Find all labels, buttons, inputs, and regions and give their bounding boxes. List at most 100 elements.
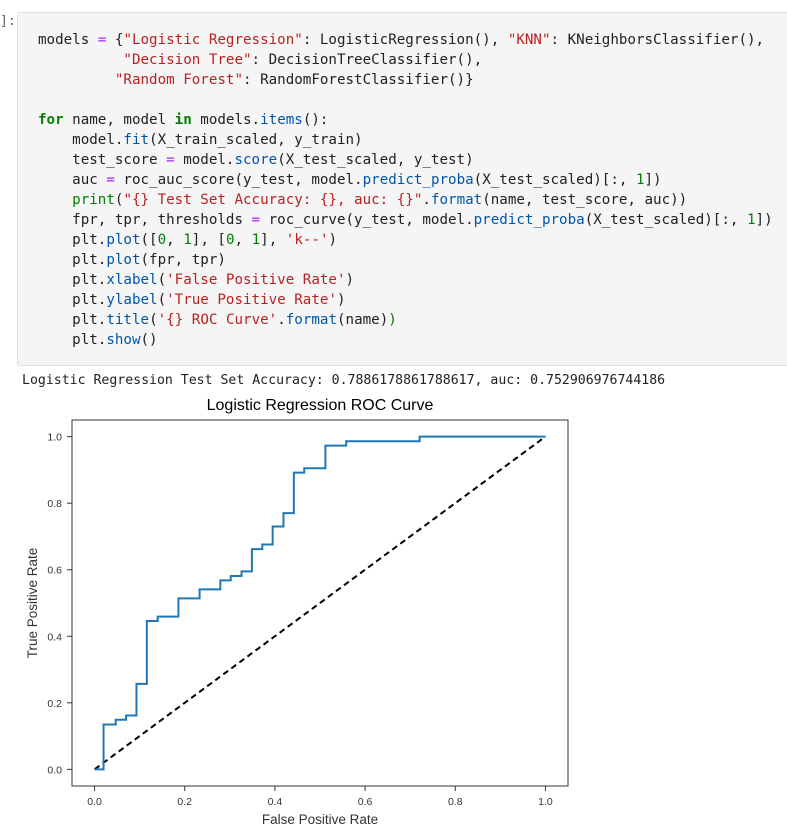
code-token: 1 — [251, 232, 261, 248]
code-line: "Random Forest": RandomForestClassifier(… — [38, 72, 474, 88]
x-tick-label: 0.0 — [87, 796, 102, 808]
code-line: model.fit(X_train_scaled, y_train) — [38, 132, 363, 148]
code-token: predict_proba — [473, 212, 585, 228]
code-token: ], — [260, 232, 286, 248]
code-token — [38, 52, 123, 68]
code-line: plt.title('{} ROC Curve'.format(name)) — [38, 312, 397, 328]
code-token: roc_auc_score(y_test, model. — [114, 172, 363, 188]
code-token: ) — [336, 292, 346, 308]
code-token: title — [106, 312, 150, 328]
code-token: xlabel — [106, 272, 158, 288]
x-tick-label: 0.8 — [448, 796, 463, 808]
code-token: ]) — [644, 172, 662, 188]
code-token: = — [97, 32, 107, 48]
code-token: = — [166, 152, 175, 168]
code-editor[interactable]: models = {"Logistic Regression": Logisti… — [38, 30, 773, 350]
code-token: ) — [345, 272, 355, 288]
code-token: "{} Test Set Accuracy: {}, auc: {}" — [123, 192, 423, 208]
code-token: (X_test_scaled)[:, — [584, 212, 747, 228]
code-token: ( — [114, 192, 124, 208]
y-tick-label: 1.0 — [47, 432, 62, 444]
code-token: score — [234, 152, 278, 168]
code-token: in — [174, 112, 192, 128]
code-token: . — [277, 312, 286, 328]
code-token: : LogisticRegression(), — [302, 32, 508, 48]
code-token: 1 — [746, 212, 756, 228]
code-token: : KNeighborsClassifier(), — [550, 32, 765, 48]
code-token: "Random Forest" — [114, 72, 243, 88]
code-token: = — [251, 212, 261, 228]
code-token: (fpr, tpr) — [140, 252, 226, 268]
code-token: test_score — [38, 152, 167, 168]
code-token: ( — [157, 272, 167, 288]
code-line: auc = roc_auc_score(y_test, model.predic… — [38, 172, 662, 188]
y-tick-label: 0.0 — [47, 764, 62, 776]
code-line: plt.show() — [38, 332, 158, 348]
code-token: models — [38, 32, 98, 48]
code-token: = — [106, 172, 115, 188]
diagonal-reference-line — [93, 435, 547, 771]
x-tick-label: 0.6 — [358, 796, 373, 808]
code-token: plt. — [38, 312, 107, 328]
code-token: 'k--' — [285, 232, 329, 248]
code-token: auc — [38, 172, 107, 188]
code-token: ylabel — [106, 292, 158, 308]
code-token: (X_test_scaled)[:, — [473, 172, 636, 188]
code-token: ( — [149, 312, 158, 328]
x-tick-label: 1.0 — [538, 796, 553, 808]
code-token: fit — [123, 132, 150, 148]
code-token: (): — [302, 112, 329, 128]
code-line: test_score = model.score(X_test_scaled, … — [38, 152, 474, 168]
code-cell[interactable] — [17, 12, 787, 366]
code-token: plot — [106, 252, 141, 268]
x-axis-label: False Positive Rate — [262, 812, 378, 827]
code-token: (name) — [337, 312, 389, 328]
code-token: items — [260, 112, 303, 128]
code-token: name, model — [63, 112, 175, 128]
code-token: predict_proba — [362, 172, 474, 188]
code-token: ) — [328, 232, 338, 248]
code-token: for — [38, 112, 64, 128]
code-token: 0 — [157, 232, 167, 248]
code-token: plt. — [38, 292, 107, 308]
code-token: 'True Positive Rate' — [166, 292, 337, 308]
code-line: plt.plot([0, 1], [0, 1], 'k--') — [38, 232, 337, 248]
code-token: model. — [38, 132, 124, 148]
code-token: model. — [174, 152, 235, 168]
y-tick-label: 0.2 — [47, 698, 62, 710]
code-token: 1 — [183, 232, 192, 248]
code-token: plot — [106, 232, 141, 248]
y-tick-label: 0.4 — [47, 631, 62, 643]
code-token: "KNN" — [507, 32, 551, 48]
y-tick-label: 0.6 — [47, 565, 62, 577]
code-token: ) — [388, 312, 397, 328]
code-token: '{} ROC Curve' — [157, 312, 278, 328]
code-token: 1 — [635, 172, 645, 188]
code-token: plt. — [38, 332, 107, 348]
code-line: print("{} Test Set Accuracy: {}, auc: {}… — [38, 192, 687, 208]
y-axis-label: True Positive Rate — [25, 548, 40, 659]
code-line: models = {"Logistic Regression": Logisti… — [38, 32, 764, 48]
code-line: fpr, tpr, thresholds = roc_curve(y_test,… — [38, 212, 773, 228]
cell-prompt: ]: — [0, 14, 16, 29]
code-line: plt.plot(fpr, tpr) — [38, 252, 226, 268]
code-token: "Logistic Regression" — [123, 32, 303, 48]
code-token: (X_train_scaled, y_train) — [149, 132, 363, 148]
code-line: plt.xlabel('False Positive Rate') — [38, 272, 354, 288]
code-line: "Decision Tree": DecisionTreeClassifier(… — [38, 52, 482, 68]
code-token: { — [106, 32, 124, 48]
code-token: , — [166, 232, 184, 248]
code-token: format — [285, 312, 337, 328]
code-token: (name, test_score, auc)) — [482, 192, 688, 208]
code-token: plt. — [38, 252, 107, 268]
chart-title: Logistic Regression ROC Curve — [207, 397, 434, 414]
code-token: 'False Positive Rate' — [166, 272, 346, 288]
code-token: , — [234, 232, 252, 248]
code-token — [38, 72, 115, 88]
code-token: format — [430, 192, 483, 208]
code-token: () — [140, 332, 158, 348]
code-line: for name, model in models.items(): — [38, 112, 328, 128]
code-token: . — [422, 192, 431, 208]
code-token: ]) — [755, 212, 773, 228]
code-token: (X_test_scaled, y_test) — [277, 152, 474, 168]
